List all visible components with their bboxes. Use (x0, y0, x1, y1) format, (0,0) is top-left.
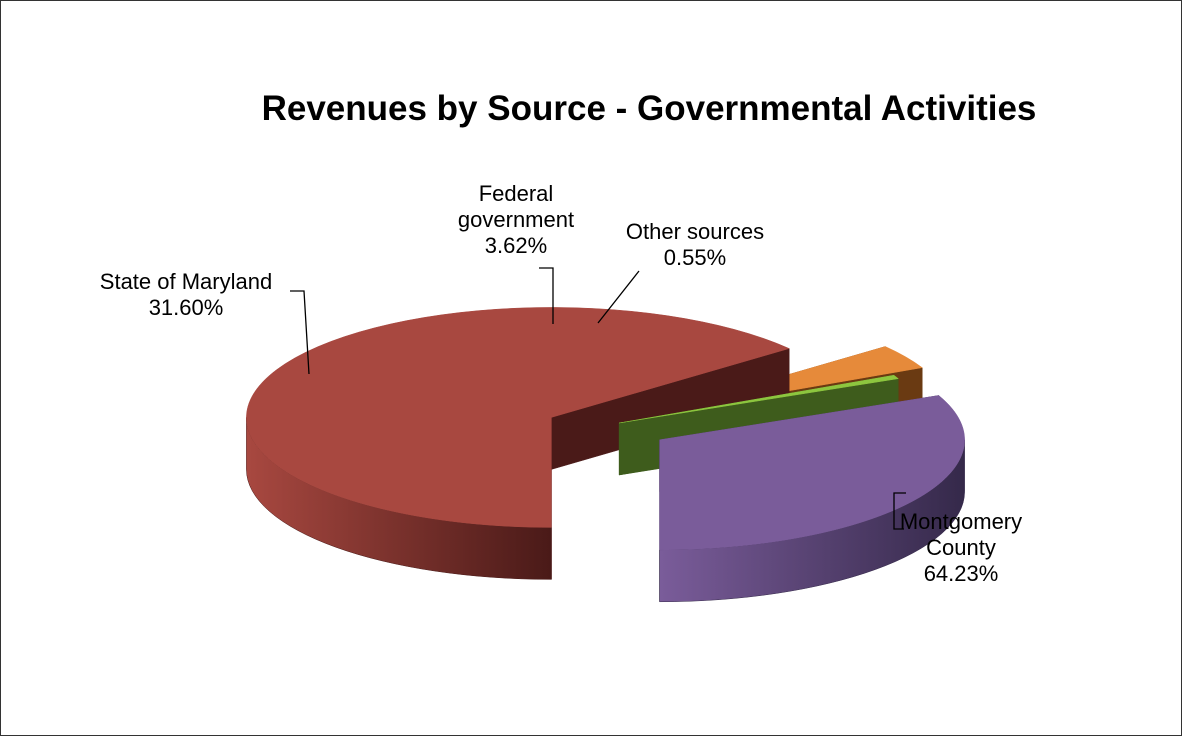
pie-slices (246, 307, 965, 603)
label-montgomery-county: Montgomery County 64.23% (900, 509, 1022, 586)
slice-label-line: Other sources (626, 219, 764, 244)
slice-labels: Montgomery County 64.23%Federal government 3… (100, 181, 1022, 586)
slice-percent: 3.62% (485, 233, 547, 258)
label-other-sources: Other sources 0.55% (626, 219, 764, 270)
slice-state-of-maryland (659, 395, 965, 603)
slice-label-line: Montgomery (900, 509, 1022, 534)
slice-label-line: State of Maryland (100, 269, 272, 294)
label-state-of-maryland: State of Maryland 31.60% (100, 269, 272, 320)
leader-line-state-of-maryland (290, 290, 310, 375)
leader-line-montgomery-county (893, 492, 906, 530)
slice-label-line: County (926, 535, 996, 560)
slice-percent: 0.55% (664, 245, 726, 270)
slice-top-face (619, 374, 899, 424)
slice-top-face (659, 395, 965, 551)
slice-label-line: Federal (479, 181, 554, 206)
slice-percent: 64.23% (924, 561, 999, 586)
chart-title: Revenues by Source - Governmental Activi… (262, 89, 1037, 128)
slice-montgomery-county (246, 307, 790, 580)
leader-line-other-sources (597, 270, 640, 324)
slice-top-face (246, 307, 790, 528)
slice-percent: 31.60% (149, 295, 224, 320)
slice-label-line: government (458, 207, 574, 232)
leader-line-federal-government (539, 267, 554, 324)
label-federal-government: Federal government 3.62% (458, 181, 574, 258)
leader-lines (290, 267, 906, 530)
